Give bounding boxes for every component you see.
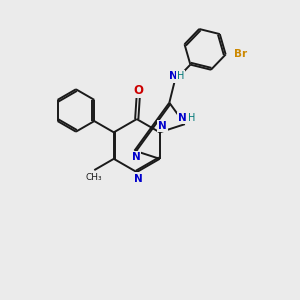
Text: Br: Br — [234, 50, 247, 59]
Text: N: N — [169, 71, 178, 81]
Text: O: O — [133, 84, 143, 97]
Text: N: N — [178, 113, 187, 123]
Text: H: H — [188, 113, 195, 123]
Text: H: H — [177, 71, 184, 81]
Text: CH₃: CH₃ — [86, 173, 103, 182]
Text: N: N — [134, 174, 142, 184]
Text: N: N — [158, 121, 167, 131]
Text: N: N — [132, 152, 140, 162]
